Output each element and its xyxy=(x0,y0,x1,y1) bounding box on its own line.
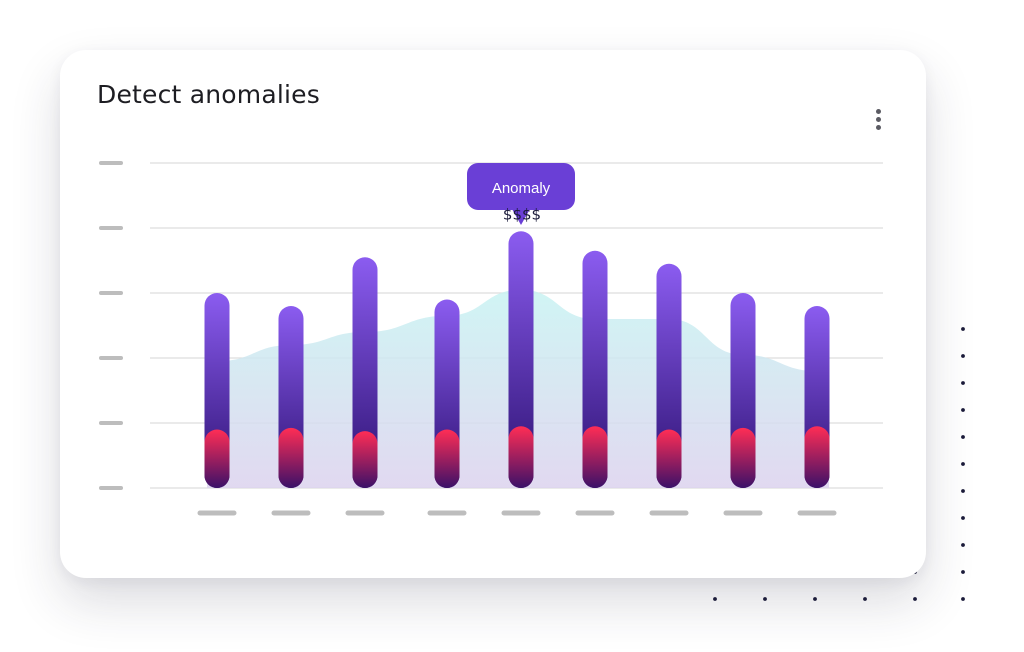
decorative-dot xyxy=(961,435,965,439)
anomaly-bar-chart: Anomaly $$$$ xyxy=(99,161,883,516)
anomaly-tooltip-pointer xyxy=(512,209,530,225)
bar-accent-segment xyxy=(278,427,304,488)
bar-accent-segment xyxy=(508,426,534,488)
anomaly-annotation: Anomaly $$$$ xyxy=(467,163,575,225)
bar xyxy=(508,231,534,488)
decorative-dot xyxy=(961,354,965,358)
decorative-dot xyxy=(813,597,817,601)
bar-accent-segment xyxy=(204,429,230,488)
decorative-dot xyxy=(961,408,965,412)
bar-accent-segment xyxy=(804,426,830,488)
decorative-dot xyxy=(961,327,965,331)
decorative-dot xyxy=(961,462,965,466)
decorative-dot xyxy=(961,381,965,385)
anomaly-value-label: $$$$ xyxy=(503,205,541,223)
more-options-button[interactable] xyxy=(866,102,890,136)
decorative-dot xyxy=(961,489,965,493)
bar-accent-segment xyxy=(352,431,378,488)
decorative-dot xyxy=(961,570,965,574)
more-vertical-icon xyxy=(875,124,881,130)
bar-accent-segment xyxy=(582,426,608,488)
bar-accent-segment xyxy=(434,429,460,488)
decorative-dot xyxy=(713,597,717,601)
decorative-dot xyxy=(961,597,965,601)
decorative-dot xyxy=(913,597,917,601)
anomaly-label: Anomaly xyxy=(492,180,551,197)
bar-accent-segment xyxy=(656,429,682,488)
anomaly-tooltip xyxy=(467,163,575,210)
decorative-dot xyxy=(863,597,867,601)
bar-accent-segment xyxy=(730,427,756,488)
anomaly-chart-card: Detect anomalies xyxy=(60,50,926,578)
decorative-dot xyxy=(763,597,767,601)
bar-layer xyxy=(204,231,830,488)
bar xyxy=(352,257,378,488)
more-vertical-icon xyxy=(875,116,881,122)
more-vertical-icon xyxy=(875,108,881,114)
card-title: Detect anomalies xyxy=(97,80,320,109)
decorative-dot xyxy=(961,516,965,520)
decorative-dot xyxy=(961,543,965,547)
